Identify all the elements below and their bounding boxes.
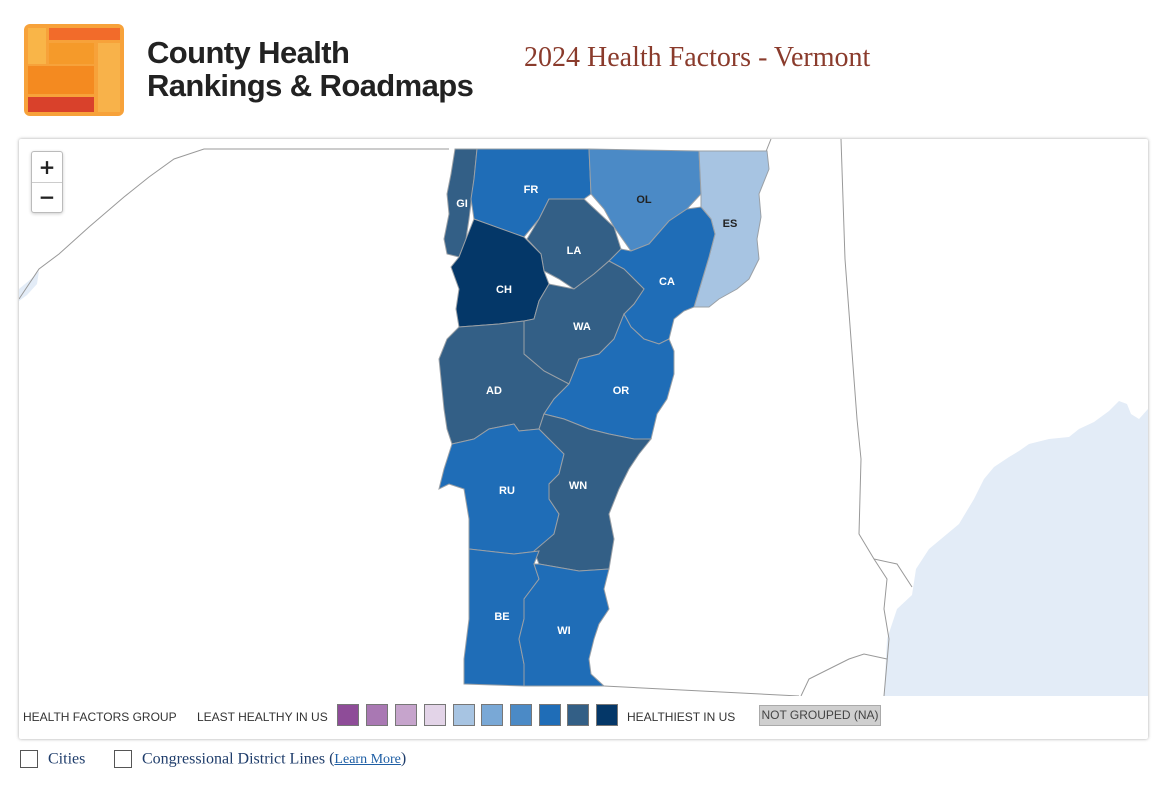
legend-healthiest-label: HEALTHIEST IN US: [627, 710, 736, 724]
brand-line-2: Rankings & Roadmaps: [147, 68, 474, 103]
cities-option[interactable]: Cities: [20, 750, 86, 769]
districts-checkbox[interactable]: [114, 750, 132, 769]
label-ES: ES: [723, 218, 738, 230]
districts-label: Congressional District Lines: [142, 750, 326, 768]
label-RU: RU: [499, 485, 515, 497]
label-GI: GI: [456, 198, 468, 210]
state-borders: [19, 139, 913, 696]
districts-option[interactable]: Congressional District Lines (Learn More…: [114, 750, 406, 769]
label-WA: WA: [573, 321, 591, 333]
map-frame[interactable]: GI FR OL ES LA CH CA WA AD OR RU WN BE W…: [19, 139, 1148, 739]
legend-swatch[interactable]: [453, 704, 475, 726]
county-layer: [438, 148, 770, 687]
label-BE: BE: [494, 611, 509, 623]
label-OR: OR: [613, 385, 630, 397]
cities-label: Cities: [48, 750, 86, 768]
water-body: [884, 401, 1148, 696]
zoom-out-button[interactable]: −: [32, 182, 62, 212]
label-AD: AD: [486, 385, 502, 397]
map-canvas[interactable]: GI FR OL ES LA CH CA WA AD OR RU WN BE W…: [19, 139, 1148, 696]
label-OL: OL: [636, 194, 652, 206]
legend-swatch[interactable]: [596, 704, 618, 726]
brand-line-1: County Health: [147, 35, 350, 70]
water-body-west: [19, 271, 39, 301]
label-WI: WI: [557, 625, 570, 637]
legend-title: HEALTH FACTORS GROUP: [23, 710, 177, 724]
map-legend: HEALTH FACTORS GROUP LEAST HEALTHY IN US…: [19, 696, 1148, 739]
label-LA: LA: [567, 245, 582, 257]
legend-swatch[interactable]: [424, 704, 446, 726]
legend-swatch[interactable]: [539, 704, 561, 726]
brand-name: County Health Rankings & Roadmaps: [147, 35, 474, 103]
legend-swatch[interactable]: [337, 704, 359, 726]
chr-logo-icon: [24, 24, 124, 116]
label-WN: WN: [569, 480, 587, 492]
label-CA: CA: [659, 276, 675, 288]
legend-swatch[interactable]: [567, 704, 589, 726]
label-FR: FR: [524, 184, 539, 196]
county-WI[interactable]: [518, 563, 610, 687]
label-CH: CH: [496, 284, 512, 296]
county-labels: GI FR OL ES LA CH CA WA AD OR RU WN BE W…: [456, 184, 737, 637]
legend-swatch[interactable]: [395, 704, 417, 726]
zoom-in-button[interactable]: +: [38, 155, 56, 179]
learn-more-link[interactable]: Learn More: [334, 752, 401, 768]
cities-checkbox[interactable]: [20, 750, 38, 769]
page-title: 2024 Health Factors - Vermont: [524, 42, 871, 73]
legend-swatch[interactable]: [510, 704, 532, 726]
legend-not-grouped[interactable]: NOT GROUPED (NA): [759, 705, 881, 726]
legend-least-label: LEAST HEALTHY IN US: [197, 710, 328, 724]
legend-swatch[interactable]: [481, 704, 503, 726]
zoom-control: + −: [31, 151, 63, 213]
legend-swatch[interactable]: [366, 704, 388, 726]
